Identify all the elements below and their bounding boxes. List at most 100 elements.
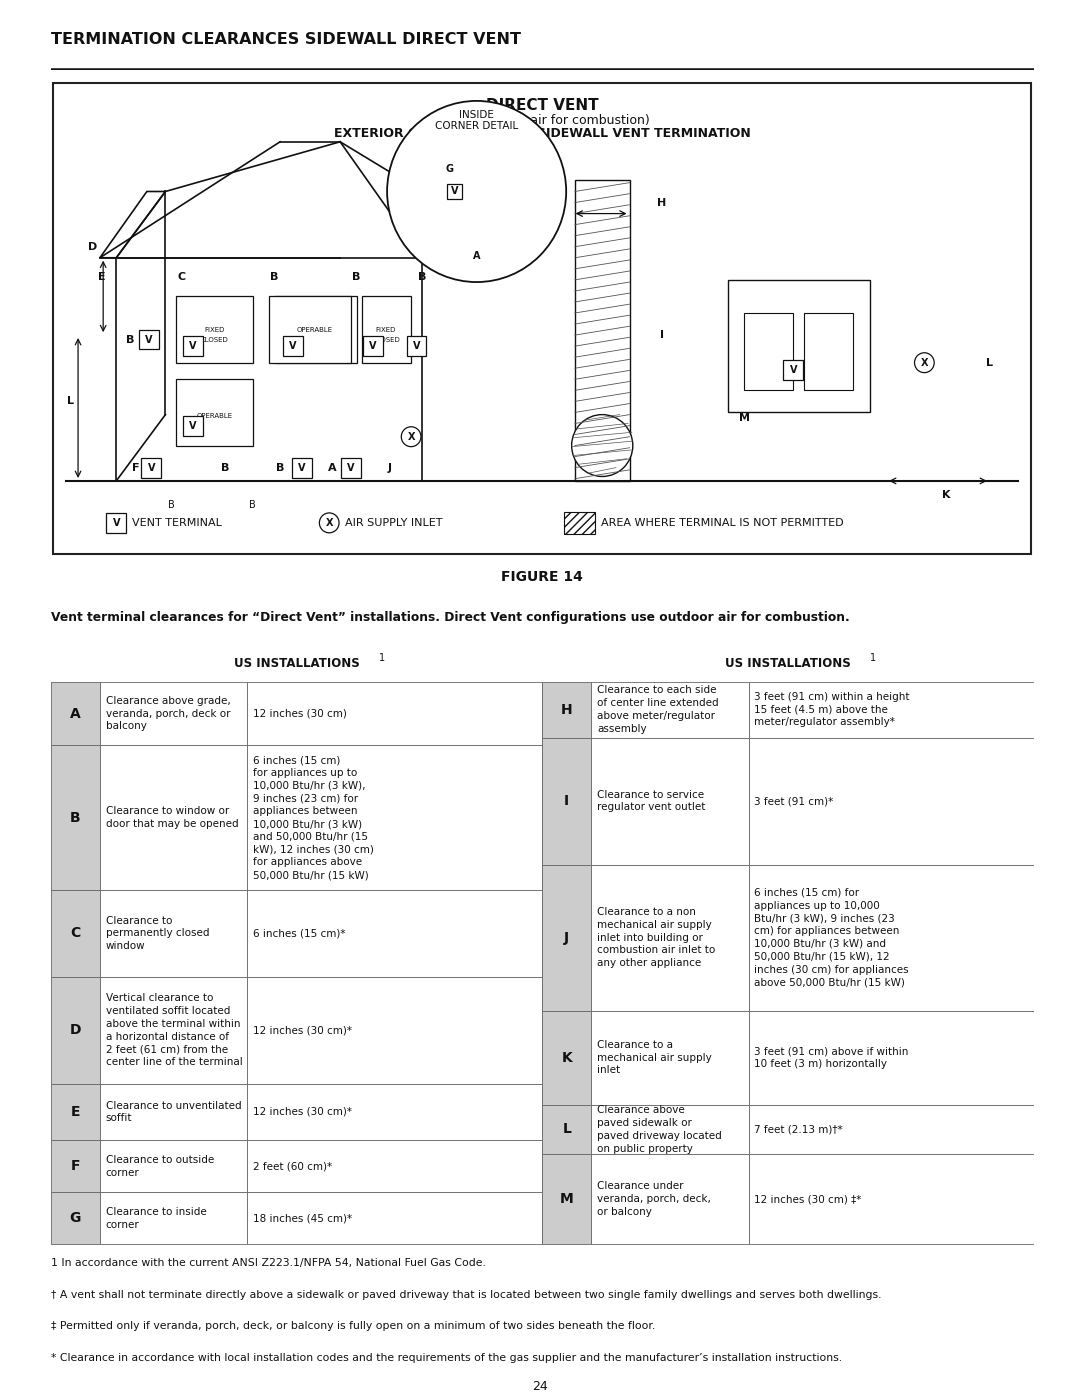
Bar: [100, 977, 247, 1084]
Text: D: D: [69, 1023, 81, 1037]
Text: H: H: [561, 703, 572, 717]
Bar: [362, 296, 411, 363]
Bar: [592, 865, 748, 1010]
Bar: [100, 890, 247, 977]
Bar: [592, 738, 748, 865]
Bar: [247, 1140, 542, 1192]
Text: Clearance to a non
mechanical air supply
inlet into building or
combustion air i: Clearance to a non mechanical air supply…: [597, 907, 715, 968]
Circle shape: [387, 101, 566, 282]
Bar: [247, 890, 542, 977]
Text: Clearance to inside
corner: Clearance to inside corner: [106, 1207, 206, 1229]
Text: 6 inches (15 cm) for
appliances up to 10,000
Btu/hr (3 kW), 9 inches (23
cm) for: 6 inches (15 cm) for appliances up to 10…: [755, 887, 909, 988]
Text: C: C: [70, 926, 80, 940]
Text: FIGURE 14: FIGURE 14: [501, 570, 583, 584]
Text: 3 feet (91 cm) above if within
10 feet (3 m) horizontally: 3 feet (91 cm) above if within 10 feet (…: [755, 1046, 908, 1069]
Bar: [748, 682, 1034, 738]
Text: FIXED: FIXED: [376, 327, 396, 332]
Bar: [341, 458, 361, 478]
Text: VENT TERMINAL: VENT TERMINAL: [132, 518, 221, 528]
Text: B: B: [275, 462, 284, 472]
Bar: [100, 1192, 247, 1245]
Bar: [592, 1154, 748, 1245]
Text: AIR SUPPLY INLET: AIR SUPPLY INLET: [345, 518, 442, 528]
Text: B: B: [249, 500, 256, 510]
Bar: [292, 458, 312, 478]
Text: V: V: [348, 462, 355, 472]
Bar: [100, 1084, 247, 1140]
Bar: [274, 296, 356, 363]
Circle shape: [402, 426, 421, 447]
Circle shape: [571, 415, 633, 476]
Bar: [407, 337, 427, 356]
Bar: [542, 865, 592, 1010]
Text: J: J: [564, 930, 569, 944]
Bar: [100, 1140, 247, 1192]
Text: US INSTALLATIONS: US INSTALLATIONS: [725, 657, 851, 671]
Bar: [592, 1105, 748, 1154]
Text: V: V: [148, 462, 154, 472]
Text: V: V: [146, 334, 152, 345]
Text: 3 feet (91 cm)*: 3 feet (91 cm)*: [755, 796, 834, 806]
Text: 12 inches (30 cm)*: 12 inches (30 cm)*: [253, 1106, 352, 1118]
Bar: [542, 1105, 592, 1154]
Bar: [51, 890, 100, 977]
Text: X: X: [325, 518, 333, 528]
Bar: [363, 337, 382, 356]
Bar: [183, 337, 203, 356]
Text: † A vent shall not terminate directly above a sidewalk or paved driveway that is: † A vent shall not terminate directly ab…: [51, 1289, 881, 1299]
Text: B: B: [418, 271, 427, 282]
Bar: [748, 865, 1034, 1010]
Text: (using outdoor air for combustion): (using outdoor air for combustion): [435, 115, 649, 127]
Text: 12 inches (30 cm): 12 inches (30 cm): [253, 708, 347, 718]
Bar: [447, 184, 462, 200]
Text: TERMINATION CLEARANCES SIDEWALL DIRECT VENT: TERMINATION CLEARANCES SIDEWALL DIRECT V…: [51, 32, 521, 46]
Text: Clearance to window or
door that may be opened: Clearance to window or door that may be …: [106, 806, 239, 828]
Text: ‡ Permitted only if veranda, porch, deck, or balcony is fully open on a minimum : ‡ Permitted only if veranda, porch, deck…: [51, 1322, 654, 1331]
Text: L: L: [563, 1122, 571, 1136]
Bar: [51, 1140, 100, 1192]
Text: Clearance to each side
of center line extended
above meter/regulator
assembly: Clearance to each side of center line ex…: [597, 686, 719, 733]
Bar: [51, 682, 100, 746]
Text: FIXED: FIXED: [204, 327, 225, 332]
Bar: [542, 1154, 592, 1245]
Bar: [247, 977, 542, 1084]
Text: Clearance to service
regulator vent outlet: Clearance to service regulator vent outl…: [597, 789, 705, 813]
Text: G: G: [69, 1211, 81, 1225]
Bar: [51, 1192, 100, 1245]
Text: H: H: [657, 197, 666, 208]
Bar: [564, 511, 595, 534]
Bar: [51, 1084, 100, 1140]
Bar: [183, 416, 203, 436]
Text: 24: 24: [532, 1380, 548, 1393]
Text: 1 In accordance with the current ANSI Z223.1/NFPA 54, National Fuel Gas Code.: 1 In accordance with the current ANSI Z2…: [51, 1259, 486, 1268]
Text: CLOSED: CLOSED: [373, 337, 400, 342]
Text: Clearance above grade,
veranda, porch, deck or
balcony: Clearance above grade, veranda, porch, d…: [106, 696, 230, 731]
Bar: [748, 738, 1034, 865]
Text: 6 inches (15 cm)*: 6 inches (15 cm)*: [253, 929, 346, 939]
Text: * Clearance in accordance with local installation codes and the requirements of : * Clearance in accordance with local ins…: [51, 1352, 842, 1363]
Text: M: M: [739, 414, 750, 423]
Text: EXTERIOR CLEARANCES FOR SIDEWALL VENT TERMINATION: EXTERIOR CLEARANCES FOR SIDEWALL VENT TE…: [334, 127, 751, 141]
Text: V: V: [189, 341, 197, 351]
Bar: [542, 738, 592, 865]
Bar: [542, 682, 592, 738]
Text: B: B: [70, 810, 81, 824]
Text: DIRECT VENT: DIRECT VENT: [486, 98, 598, 113]
Text: X: X: [407, 432, 415, 441]
Text: Clearance to a
mechanical air supply
inlet: Clearance to a mechanical air supply inl…: [597, 1039, 712, 1076]
Text: X: X: [920, 358, 928, 367]
Text: V: V: [112, 518, 120, 528]
Text: C: C: [178, 271, 186, 282]
Text: CORNER DETAIL: CORNER DETAIL: [435, 120, 518, 131]
Text: 1: 1: [379, 652, 386, 662]
Text: G: G: [445, 165, 454, 175]
Bar: [100, 746, 247, 890]
Text: I: I: [564, 793, 569, 807]
Text: CLOSED: CLOSED: [201, 337, 229, 342]
Circle shape: [320, 513, 339, 532]
Bar: [247, 746, 542, 890]
Bar: [744, 313, 794, 390]
Text: V: V: [369, 341, 377, 351]
Text: E: E: [70, 1105, 80, 1119]
Bar: [748, 1010, 1034, 1105]
